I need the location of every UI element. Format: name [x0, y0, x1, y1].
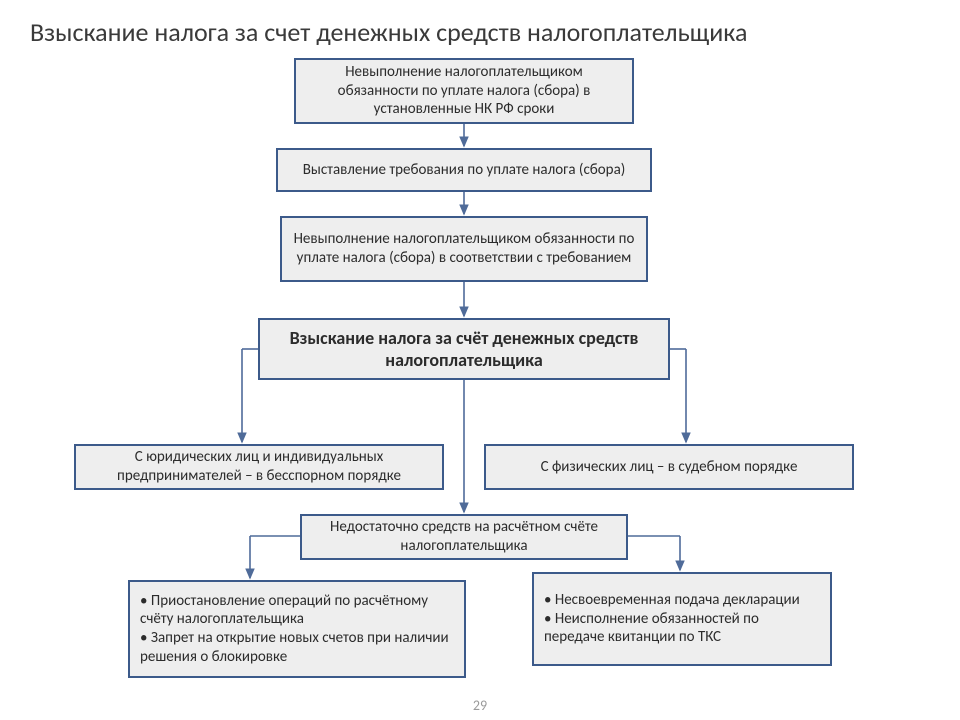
flow-node-5: С юридических лиц и индивидуальных предп…: [74, 444, 444, 490]
bullet-list: Несвоевременная подача декларацииНеиспол…: [544, 591, 820, 647]
node-text: Недостаточно средств на расчётном счёте …: [312, 518, 616, 556]
flow-node-4-main: Взыскание налога за счёт денежных средст…: [258, 318, 670, 380]
flow-node-8: Приостановление операций по расчётному с…: [128, 580, 466, 678]
flow-node-6: С физических лиц – в судебном порядке: [484, 444, 854, 490]
bullet-item: Неисполнение обязанностей по передаче кв…: [544, 610, 820, 648]
flow-node-9: Несвоевременная подача декларацииНеиспол…: [532, 572, 832, 666]
bullet-item: Несвоевременная подача декларации: [544, 591, 820, 610]
node-text: Выставление требования по уплате налога …: [303, 161, 626, 180]
flow-node-1: Невыполнение налогоплательщиком обязанно…: [294, 58, 634, 124]
flow-node-2: Выставление требования по уплате налога …: [276, 148, 652, 192]
node-text: Взыскание налога за счёт денежных средст…: [270, 327, 658, 372]
page-number: 29: [0, 697, 960, 714]
node-text: Невыполнение налогоплательщиком обязанно…: [292, 230, 636, 268]
node-text: С юридических лиц и индивидуальных предп…: [86, 448, 432, 486]
page-title: Взыскание налога за счет денежных средст…: [30, 16, 747, 48]
bullet-item: Запрет на открытие новых счетов при нали…: [140, 629, 454, 667]
node-text: С физических лиц – в судебном порядке: [541, 458, 798, 477]
bullet-list: Приостановление операций по расчётному с…: [140, 592, 454, 667]
flow-node-7: Недостаточно средств на расчётном счёте …: [300, 514, 628, 560]
flow-node-3: Невыполнение налогоплательщиком обязанно…: [280, 216, 648, 282]
bullet-item: Приостановление операций по расчётному с…: [140, 592, 454, 630]
node-text: Невыполнение налогоплательщиком обязанно…: [306, 63, 622, 119]
